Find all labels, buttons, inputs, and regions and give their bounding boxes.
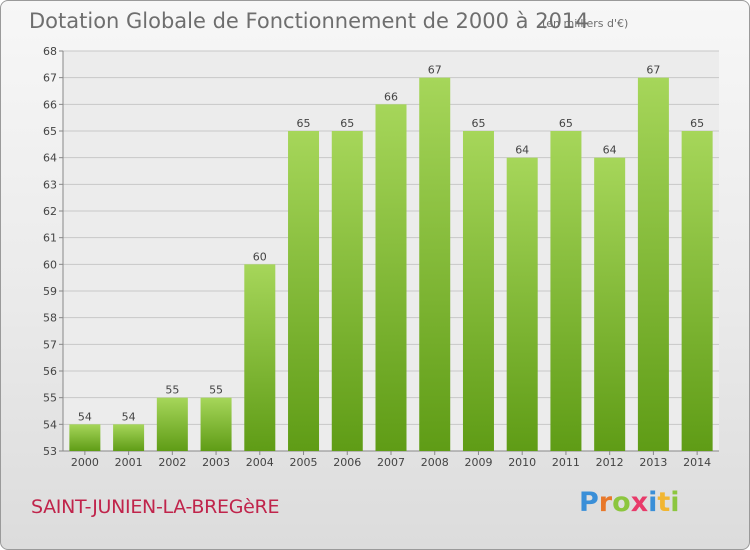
commune-name: SAINT-JUNIEN-LA-BREGèRE [31, 496, 280, 518]
bar-value-label: 66 [384, 90, 398, 103]
y-tick-label: 59 [43, 285, 57, 298]
y-tick-label: 64 [43, 152, 57, 165]
x-tick-label: 2011 [552, 456, 580, 469]
bar-value-label: 64 [603, 144, 617, 157]
bar [113, 424, 145, 451]
logo-letter: i [648, 487, 658, 518]
y-tick-label: 65 [43, 125, 57, 138]
x-tick-label: 2001 [115, 456, 143, 469]
y-tick-label: 68 [43, 45, 57, 58]
logo-letter: P [579, 487, 599, 518]
bar-value-label: 67 [646, 64, 660, 77]
x-tick-label: 2008 [421, 456, 449, 469]
bar [550, 131, 582, 451]
x-tick-label: 2003 [202, 456, 230, 469]
bar [69, 424, 101, 451]
bar-value-label: 54 [78, 410, 92, 423]
x-tick-label: 2013 [639, 456, 667, 469]
bar [200, 397, 232, 451]
x-tick-label: 2002 [158, 456, 186, 469]
bar [594, 157, 626, 451]
bar-value-label: 65 [340, 117, 354, 130]
y-tick-label: 60 [43, 258, 57, 271]
chart-subtitle: (en milliers d'€) [542, 17, 629, 30]
y-tick-label: 56 [43, 365, 57, 378]
y-tick-label: 55 [43, 392, 57, 405]
proxiti-logo[interactable]: Proxiti [579, 487, 680, 518]
chart-title: Dotation Globale de Fonctionnement de 20… [29, 9, 589, 33]
x-tick-label: 2010 [508, 456, 536, 469]
x-tick-label: 2012 [596, 456, 624, 469]
bar [331, 131, 363, 451]
y-tick-label: 62 [43, 205, 57, 218]
bar [462, 131, 494, 451]
logo-letter: i [670, 487, 680, 518]
bar [288, 131, 320, 451]
x-tick-label: 2005 [290, 456, 318, 469]
bar-value-label: 65 [471, 117, 485, 130]
x-tick-label: 2009 [464, 456, 492, 469]
y-tick-label: 54 [43, 418, 57, 431]
bar-value-label: 54 [122, 410, 136, 423]
y-tick-label: 57 [43, 338, 57, 351]
bar [375, 104, 407, 451]
logo-letter: t [657, 487, 671, 518]
bar [419, 77, 451, 452]
bar-value-label: 65 [690, 117, 704, 130]
bar-value-label: 65 [559, 117, 573, 130]
y-tick-label: 67 [43, 72, 57, 85]
bar [681, 131, 713, 451]
x-tick-label: 2007 [377, 456, 405, 469]
x-tick-label: 2014 [683, 456, 711, 469]
bar-value-label: 60 [253, 250, 267, 263]
bar [637, 77, 669, 452]
bar-value-label: 55 [165, 384, 179, 397]
y-tick-label: 58 [43, 312, 57, 325]
bar-value-label: 55 [209, 384, 223, 397]
x-tick-label: 2000 [71, 456, 99, 469]
bar-value-label: 64 [515, 144, 529, 157]
bar-value-label: 65 [297, 117, 311, 130]
y-tick-label: 66 [43, 98, 57, 111]
x-tick-label: 2004 [246, 456, 274, 469]
logo-letter: x [630, 487, 649, 518]
logo-letter: r [598, 487, 613, 518]
bar [244, 264, 276, 451]
y-tick-label: 53 [43, 445, 57, 458]
y-tick-label: 61 [43, 232, 57, 245]
y-tick-label: 63 [43, 178, 57, 191]
x-tick-label: 2006 [333, 456, 361, 469]
bar-value-label: 67 [428, 64, 442, 77]
bar [156, 397, 188, 451]
logo-letter: o [612, 487, 631, 518]
bar [506, 157, 538, 451]
